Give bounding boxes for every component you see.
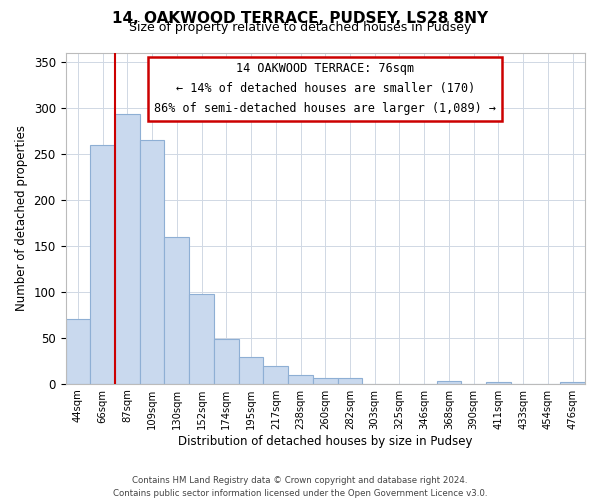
- Bar: [288, 374, 313, 384]
- Bar: [189, 294, 214, 384]
- Bar: [140, 140, 164, 384]
- Bar: [239, 357, 263, 384]
- Bar: [90, 144, 115, 384]
- Bar: [338, 378, 362, 384]
- Y-axis label: Number of detached properties: Number of detached properties: [15, 125, 28, 311]
- X-axis label: Distribution of detached houses by size in Pudsey: Distribution of detached houses by size …: [178, 434, 473, 448]
- Bar: [313, 378, 338, 384]
- Text: 14 OAKWOOD TERRACE: 76sqm
← 14% of detached houses are smaller (170)
86% of semi: 14 OAKWOOD TERRACE: 76sqm ← 14% of detac…: [154, 62, 496, 116]
- Bar: [214, 338, 239, 384]
- Bar: [115, 114, 140, 384]
- Bar: [164, 236, 189, 384]
- Bar: [486, 382, 511, 384]
- Bar: [263, 366, 288, 384]
- Text: 14, OAKWOOD TERRACE, PUDSEY, LS28 8NY: 14, OAKWOOD TERRACE, PUDSEY, LS28 8NY: [112, 11, 488, 26]
- Bar: [560, 382, 585, 384]
- Bar: [65, 320, 90, 384]
- Text: Size of property relative to detached houses in Pudsey: Size of property relative to detached ho…: [129, 21, 471, 34]
- Bar: [437, 381, 461, 384]
- Text: Contains HM Land Registry data © Crown copyright and database right 2024.
Contai: Contains HM Land Registry data © Crown c…: [113, 476, 487, 498]
